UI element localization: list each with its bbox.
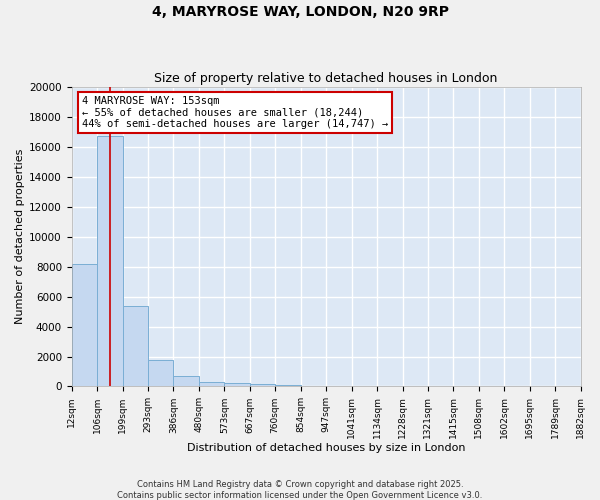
Bar	[122, 306, 148, 386]
Bar	[173, 376, 199, 386]
Bar	[275, 385, 301, 386]
Text: Contains HM Land Registry data © Crown copyright and database right 2025.
Contai: Contains HM Land Registry data © Crown c…	[118, 480, 482, 500]
Bar	[224, 384, 250, 386]
Bar	[97, 136, 122, 386]
Text: 4 MARYROSE WAY: 153sqm
← 55% of detached houses are smaller (18,244)
44% of semi: 4 MARYROSE WAY: 153sqm ← 55% of detached…	[82, 96, 388, 129]
Bar	[148, 360, 173, 386]
Y-axis label: Number of detached properties: Number of detached properties	[15, 149, 25, 324]
X-axis label: Distribution of detached houses by size in London: Distribution of detached houses by size …	[187, 442, 466, 452]
Title: Size of property relative to detached houses in London: Size of property relative to detached ho…	[154, 72, 498, 85]
Bar	[250, 384, 275, 386]
Bar	[71, 264, 97, 386]
Text: 4, MARYROSE WAY, LONDON, N20 9RP: 4, MARYROSE WAY, LONDON, N20 9RP	[151, 5, 449, 19]
Bar	[199, 382, 224, 386]
